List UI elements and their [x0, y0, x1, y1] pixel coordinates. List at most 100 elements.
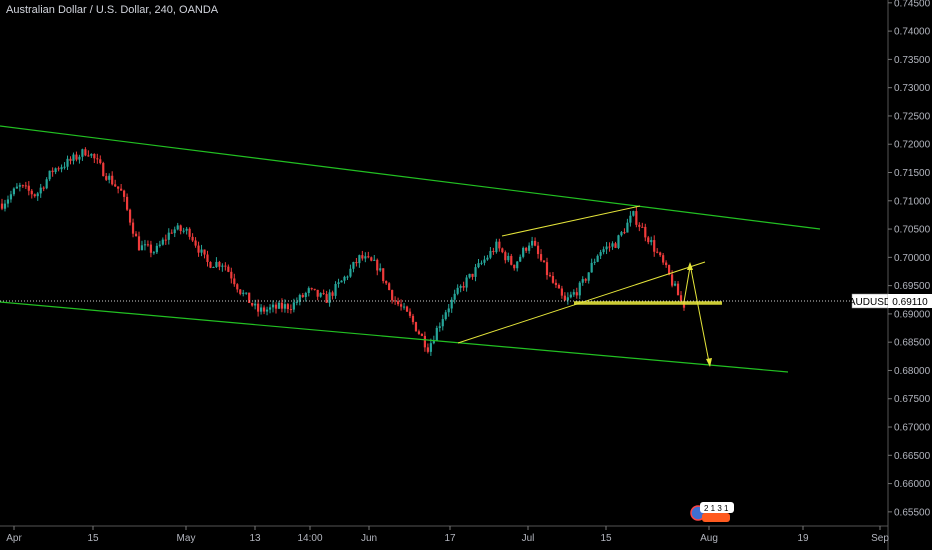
candle-down — [510, 255, 513, 265]
time-axis-label: Jul — [522, 533, 535, 544]
candle-up — [245, 292, 248, 294]
candle-down — [117, 186, 120, 189]
candle-up — [596, 255, 599, 262]
economic-events-icon[interactable]: 2 1 3 1 — [690, 502, 734, 522]
candle-down — [665, 262, 668, 266]
price-axis[interactable]: 0.74500 0.74000 0.73500 0.73000 0.72500 0.720… — [888, 0, 931, 518]
candle-up — [283, 304, 287, 309]
candle-up — [465, 277, 468, 288]
candle-down — [679, 295, 683, 301]
projection-arrow-down[interactable] — [689, 263, 710, 363]
candle-down — [504, 252, 507, 261]
symbol-price-tag[interactable]: AUDUSD — [849, 293, 891, 309]
candle-down — [280, 302, 284, 309]
candle-up — [182, 230, 185, 232]
candle-up — [66, 158, 69, 167]
time-axis-label: 15 — [600, 533, 612, 544]
candle-down — [233, 278, 236, 285]
projection-arrow-down-head — [706, 358, 712, 367]
candle-up — [12, 188, 16, 195]
price-axis-label: 0.66500 — [894, 451, 931, 462]
candle-up — [173, 229, 176, 234]
candle-down — [33, 194, 36, 197]
drawing-annotations[interactable] — [0, 125, 821, 373]
candle-down — [42, 187, 45, 189]
candle-down — [653, 240, 656, 252]
candle-up — [522, 247, 525, 257]
candle-down — [27, 185, 30, 191]
price-axis-label: 0.69000 — [894, 309, 931, 320]
candle-up — [158, 244, 161, 246]
last-price-label: 0.69110 — [892, 297, 928, 308]
time-axis-label: Sep — [871, 533, 889, 544]
chart-title: Australian Dollar / U.S. Dollar, 240, OA… — [6, 4, 219, 16]
price-axis-label: 0.69500 — [894, 281, 931, 292]
candle-up — [629, 215, 632, 223]
candle-up — [167, 232, 170, 240]
candle-down — [239, 289, 242, 294]
price-axis-label: 0.71500 — [894, 168, 931, 179]
candle-up — [346, 276, 349, 278]
candle-down — [316, 289, 319, 297]
candle-down — [367, 256, 370, 258]
candle-down — [539, 254, 543, 261]
channel-upper-line[interactable] — [0, 125, 821, 230]
candle-up — [531, 240, 534, 246]
candle-down — [370, 257, 373, 261]
price-axis-label: 0.68000 — [894, 366, 931, 377]
candle-down — [492, 250, 495, 253]
candle-down — [96, 158, 99, 160]
candle-down — [551, 275, 555, 283]
candle-down — [236, 284, 239, 290]
candle-up — [212, 266, 215, 268]
candle-up — [337, 282, 340, 284]
candle-down — [301, 295, 304, 298]
candle-down — [191, 236, 194, 241]
price-axis-label: 0.73000 — [894, 83, 931, 94]
candle-up — [54, 168, 57, 173]
candle-down — [93, 153, 96, 159]
candle-up — [617, 235, 620, 248]
candle-up — [200, 249, 203, 253]
candle-down — [331, 292, 334, 296]
candle-down — [659, 252, 662, 256]
time-axis[interactable]: Apr 15 May 13 14:00 Jun 17 Jul 15 Aug 19 Sep — [6, 526, 889, 544]
channel-lower-line[interactable] — [0, 301, 789, 373]
candle-up — [489, 250, 492, 258]
candle-up — [373, 259, 376, 261]
candle-up — [215, 261, 218, 267]
price-axis-label: 0.66000 — [894, 479, 931, 490]
candle-down — [0, 203, 4, 209]
candle-down — [533, 240, 537, 246]
candle-up — [572, 292, 575, 295]
candle-down — [102, 163, 105, 177]
time-axis-label: Jun — [361, 533, 377, 544]
candle-down — [396, 301, 400, 305]
candle-up — [444, 312, 447, 320]
candle-down — [105, 176, 108, 180]
candle-down — [137, 236, 141, 251]
wedge-upper-line[interactable] — [501, 205, 641, 237]
candle-down — [99, 159, 102, 164]
candle-down — [670, 274, 674, 286]
candle-down — [420, 333, 424, 336]
candlestick-series — [0, 147, 686, 356]
candle-up — [581, 279, 584, 283]
candle-down — [194, 240, 197, 246]
candle-down — [560, 288, 563, 296]
candle-down — [274, 304, 278, 309]
price-axis-label: 0.65500 — [894, 507, 931, 518]
candle-up — [477, 263, 480, 268]
candle-down — [676, 283, 680, 296]
candle-down — [227, 266, 230, 272]
candle-up — [599, 252, 602, 256]
candle-up — [620, 232, 623, 236]
candle-up — [260, 307, 263, 312]
candle-down — [584, 279, 587, 281]
candle-up — [39, 187, 42, 194]
projection-arrow-up[interactable] — [683, 266, 691, 303]
time-axis-label: 19 — [797, 533, 809, 544]
candle-up — [438, 326, 441, 328]
time-axis-label: 17 — [444, 533, 456, 544]
